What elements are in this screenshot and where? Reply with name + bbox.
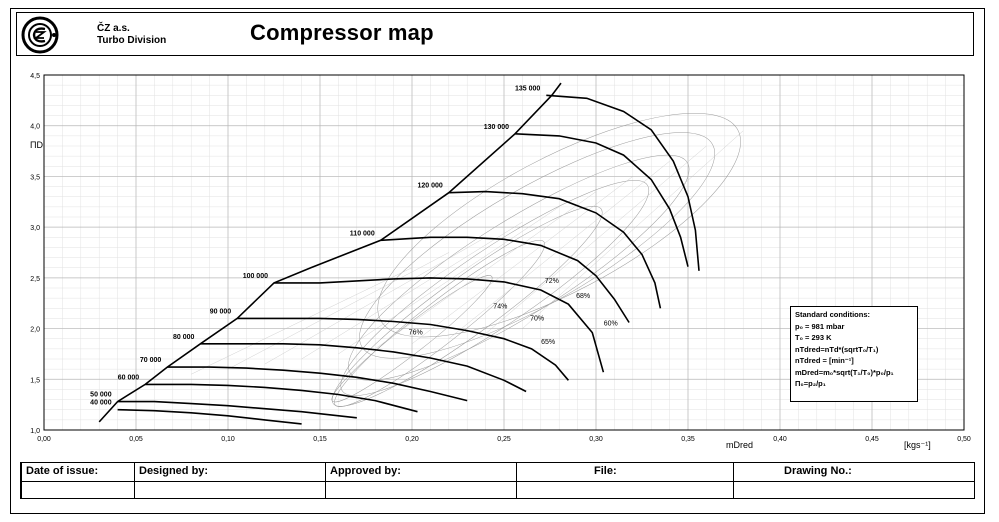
x-tick-label: 0,10 (221, 436, 235, 443)
efficiency-grid-line (191, 267, 413, 375)
designed-by-label: Designed by: (139, 465, 209, 477)
company-name: ČZ a.s. Turbo Division (97, 23, 166, 47)
efficiency-label: 68% (576, 293, 590, 300)
speed-line-label: 130 000 (484, 124, 509, 131)
cell-date-of-issue: Date of issue: (21, 463, 134, 498)
speed-line-label: 90 000 (210, 308, 232, 315)
efficiency-grid-line (485, 145, 707, 334)
cz-logo (21, 16, 59, 54)
standard-conditions-title: Standard conditions: (795, 310, 870, 319)
file-label: File: (594, 465, 617, 477)
x-tick-label: 0,45 (865, 436, 879, 443)
efficiency-contour (331, 205, 603, 407)
x-tick-label: 0,20 (405, 436, 419, 443)
std-line-t0: T₀ = 293 K (795, 333, 832, 342)
x-axis-label: mDred (726, 440, 753, 450)
efficiency-islands (191, 113, 744, 407)
footer-divider (21, 481, 974, 482)
page-title: Compressor map (250, 20, 434, 45)
cell-designed-by: Designed by: (134, 463, 325, 498)
speed-line (274, 277, 605, 373)
x-tick-label: 0,50 (957, 436, 971, 443)
efficiency-grid-line (448, 161, 670, 339)
drawing-frame (10, 8, 985, 514)
speed-line-label: 135 000 (515, 85, 540, 92)
efficiency-grid-line (264, 237, 486, 365)
title-block: ČZ a.s. Turbo Division Compressor map (16, 12, 974, 56)
efficiency-label: 70% (530, 315, 544, 322)
speed-line-label: 60 000 (118, 374, 140, 381)
company-line1: ČZ a.s. (97, 23, 130, 34)
plot-area-border (43, 74, 965, 431)
speed-line (237, 317, 570, 381)
std-line-ntdred-unit: nTdred = [min⁻¹] (795, 356, 854, 365)
speed-line (145, 383, 418, 413)
x-tick-label: 0,25 (497, 436, 511, 443)
efficiency-grid-line (227, 252, 449, 370)
y-tick-label: 2,0 (30, 327, 40, 334)
std-line-p0: p₀ = 981 mbar (795, 321, 845, 331)
speed-lines (98, 82, 700, 425)
speed-line-label: 50 000 (90, 392, 112, 399)
speed-line (514, 133, 689, 267)
footer-table: Date of issue: Designed by: Approved by:… (20, 462, 975, 499)
y-tick-label: 2,5 (30, 276, 40, 283)
speed-line-label: 110 000 (350, 230, 375, 237)
y-tick-label: 4,0 (30, 124, 40, 131)
y-tick-label: 1,5 (30, 377, 40, 384)
drawing-no-label: Drawing No.: (784, 465, 852, 477)
cell-approved-by: Approved by: (325, 463, 516, 498)
x-tick-label: 0,35 (681, 436, 695, 443)
x-tick-label: 0,05 (129, 436, 143, 443)
y-tick-label: 4,5 (30, 73, 40, 80)
speed-line (200, 343, 527, 393)
speed-line-label: 120 000 (417, 183, 442, 190)
efficiency-grid-line (338, 206, 560, 355)
y-tick-label: 1,0 (30, 428, 40, 435)
speed-line (167, 366, 468, 402)
efficiency-contour (359, 132, 716, 359)
efficiency-label: 60% (604, 321, 618, 328)
speed-line-label: 40 000 (90, 400, 112, 407)
efficiency-label: 65% (541, 339, 555, 346)
standard-conditions-box: Standard conditions: p₀ = 981 mbar T₀ = … (790, 306, 918, 402)
company-line2: Turbo Division (97, 35, 167, 46)
speed-line (448, 190, 662, 309)
speed-line-label: 100 000 (243, 273, 268, 280)
speed-line (117, 408, 302, 425)
y-tick-label: 3,0 (30, 225, 40, 232)
speed-line (546, 94, 700, 271)
y-tick-label: 3,5 (30, 174, 40, 181)
efficiency-label: 76% (409, 330, 423, 337)
speed-line (380, 236, 630, 323)
x-tick-label: 0,30 (589, 436, 603, 443)
y-axis-label: ΠD (30, 140, 43, 150)
efficiency-label: 72% (545, 278, 559, 285)
speed-line-label: 70 000 (140, 357, 162, 364)
efficiency-grid-line (522, 130, 744, 329)
std-line-mdred: mDred=m₀*sqrt(T₁/T₀)*p₀/p₁ (795, 367, 894, 377)
efficiency-contour (340, 180, 650, 396)
compressor-map-chart: 0,00 0,05 0,10 0,15 0,20 0,25 0,30 0,35 0,40 0,45… (30, 73, 971, 450)
date-of-issue-label: Date of issue: (26, 465, 99, 477)
x-tick-label: 0,00 (37, 436, 51, 443)
efficiency-label: 74% (493, 303, 507, 310)
std-line-ntdred: nTdred=nTd*(sqrtT₀/T₁) (795, 344, 879, 354)
approved-by-label: Approved by: (330, 465, 401, 477)
x-axis-unit: [kgs⁻¹] (904, 440, 931, 450)
speed-line-label: 80 000 (173, 334, 195, 341)
x-tick-label: 0,40 (773, 436, 787, 443)
efficiency-grid-line (411, 176, 633, 344)
surge-line (98, 82, 562, 423)
cell-file: File: (516, 463, 733, 498)
std-line-pi: Π₀=p₂/p₁ (795, 379, 826, 388)
speed-line (117, 400, 357, 419)
x-tick-label: 0,15 (313, 436, 327, 443)
cell-drawing-no: Drawing No.: (733, 463, 976, 498)
efficiency-contour (334, 240, 546, 407)
efficiency-grid-line (301, 221, 523, 360)
